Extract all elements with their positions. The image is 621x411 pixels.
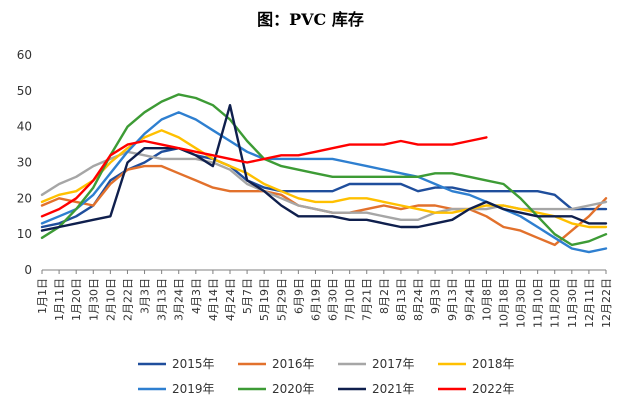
legend-label: 2019年 [172,382,215,396]
legend-item: 2021年 [338,382,415,396]
x-tick-label: 8月24日 [412,278,425,321]
x-tick-label: 11月20日 [549,278,562,328]
legend-item: 2020年 [238,382,315,396]
series-line-2016年 [40,164,608,247]
x-tick-label: 1月30日 [87,278,100,321]
y-tick-label: 60 [17,48,32,62]
legend-item: 2017年 [338,357,415,371]
y-tick-label: 20 [17,191,32,205]
legend-label: 2018年 [472,357,515,371]
x-tick-label: 3月13日 [156,278,169,321]
chart-title: 图：PVC 库存 [257,10,364,29]
legend-label: 2020年 [272,382,315,396]
x-tick-label: 7月21日 [361,278,374,321]
x-tick-label: 9月24日 [463,278,476,321]
legend-label: 2022年 [472,382,515,396]
x-tick-label: 9月13日 [446,278,459,321]
x-tick-label: 5月7日 [241,278,254,314]
x-tick-label: 3月3日 [139,278,152,314]
series-line-2022年 [40,136,488,218]
y-tick-label: 30 [17,156,32,170]
x-axis: 1月1日 1月11日 1月20日 1月30日 2月10日 2月22日 3月3日 3月13日 3月… [36,269,613,328]
series-line-2020年 [40,93,608,247]
x-tick-label: 7月10日 [344,278,357,321]
y-axis: 0 10 20 30 40 50 60 [17,48,32,277]
x-tick-label: 6月30日 [327,278,340,321]
x-tick-label: 10月8日 [480,278,493,321]
x-tick-label: 6月9日 [292,278,305,314]
x-tick-label: 1月11日 [53,278,66,321]
series-layer [40,93,608,254]
legend-label: 2021年 [372,382,415,396]
x-tick-label: 5月19日 [258,278,271,321]
legend-item: 2022年 [438,382,515,396]
x-tick-label: 4月14日 [207,278,220,321]
series-line-2021年 [40,103,608,232]
x-tick-label: 1月20日 [70,278,83,321]
legend-label: 2016年 [272,357,315,371]
x-tick-label: 8月13日 [395,278,408,321]
legend-label: 2017年 [372,357,415,371]
x-tick-label: 8月2日 [378,278,391,314]
y-tick-label: 10 [17,227,32,241]
x-tick-label: 2月22日 [121,278,134,321]
x-tick-label: 6月19日 [309,278,322,321]
x-tick-label: 10月18日 [497,278,510,328]
x-tick-label: 4月24日 [224,278,237,321]
x-tick-label: 9月3日 [429,278,442,314]
legend-item: 2016年 [238,357,315,371]
x-tick-label: 1月1日 [36,278,49,314]
legend-label: 2015年 [172,357,215,371]
y-tick-label: 50 [17,84,32,98]
legend-item: 2015年 [138,357,215,371]
legend-item: 2019年 [138,382,215,396]
x-tick-label: 10月30日 [515,278,528,328]
legend: 2015年 2016年 2017年 2018年 2019年 2020年 2021年 2022年 [138,357,515,396]
legend-item: 2018年 [438,357,515,371]
x-tick-label: 5月29日 [275,278,288,321]
x-tick-label: 11月10日 [532,278,545,328]
y-tick-label: 0 [24,263,32,277]
x-tick-label: 3月24日 [173,278,186,321]
y-tick-label: 40 [17,120,32,134]
x-tick-label: 11月30日 [566,278,579,328]
x-tick-label: 4月3日 [190,278,203,314]
x-tick-label: 12月22日 [600,278,613,328]
x-tick-label: 2月10日 [104,278,117,321]
x-tick-label: 12月11日 [583,278,596,328]
